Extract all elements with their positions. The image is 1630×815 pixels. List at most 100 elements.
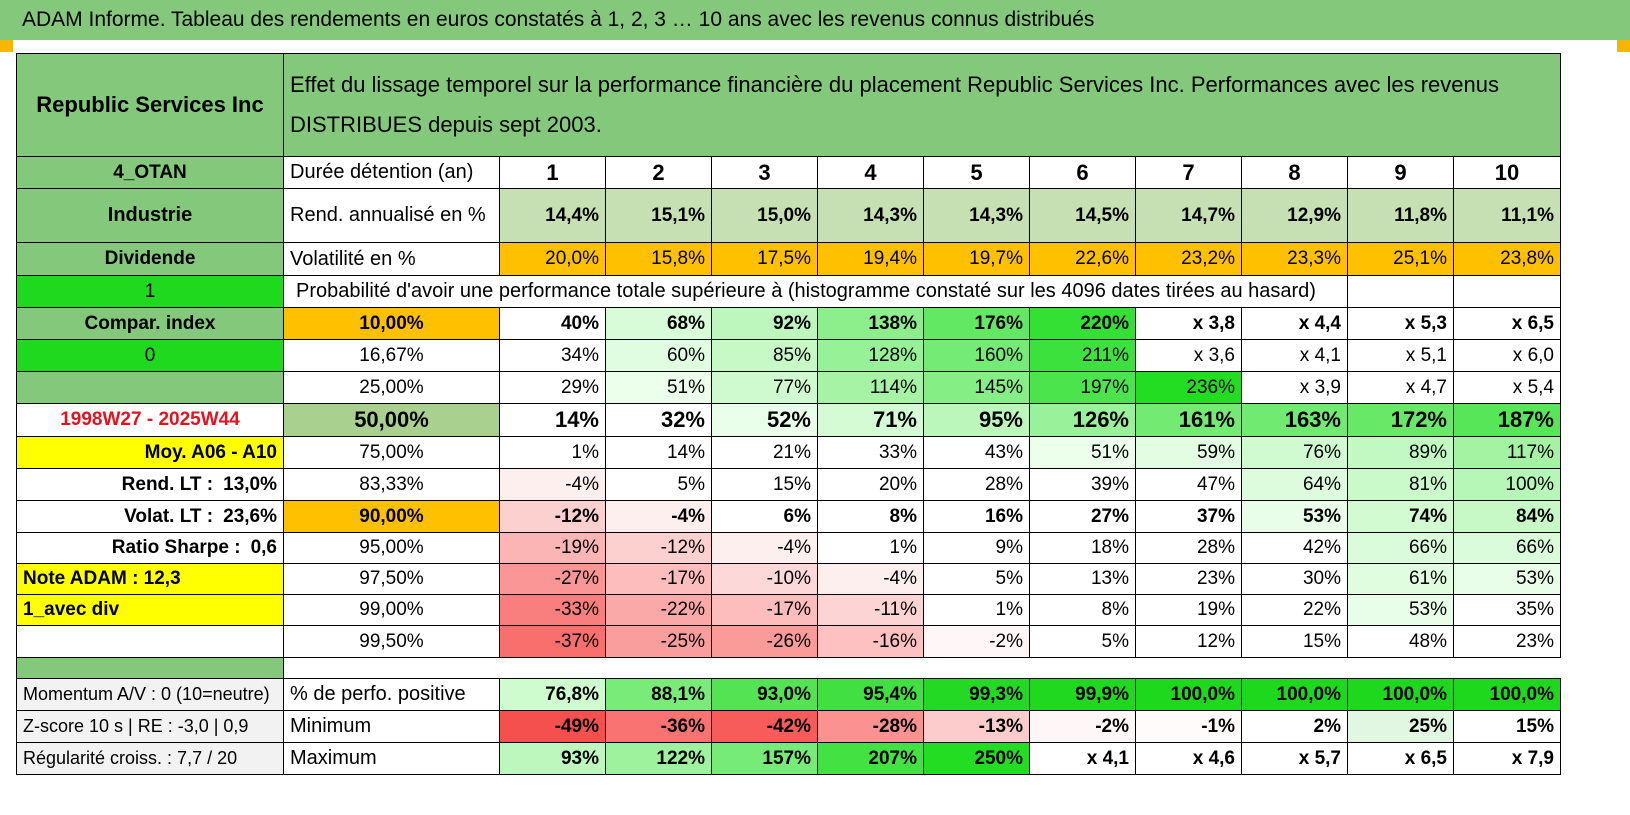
- year-header: 6: [1029, 156, 1136, 189]
- summary-cell: -1%: [1135, 710, 1242, 743]
- performance-cell: -17%: [711, 594, 818, 626]
- performance-cell: 76%: [1241, 436, 1348, 469]
- empty-cell: [1347, 275, 1454, 308]
- year-header: 1: [499, 156, 606, 189]
- percentile-row: 1_avec div 99,00% -33% -22% -17% -11% 1% 8% 19% 2…: [16, 594, 1561, 626]
- percentile-row: 0 16,67% 34% 60% 85% 128% 160% 211% x 3,6 x 4,1 x …: [16, 339, 1561, 372]
- performance-cell: 23%: [1135, 563, 1242, 595]
- sharpe-ratio: Ratio Sharpe : 0,6: [16, 532, 284, 564]
- summary-left-label: Z-score 10 s | RE : -3,0 | 0,9: [16, 710, 284, 743]
- compar-index-label: Compar. index: [16, 307, 284, 340]
- percentile-value: 10,00%: [283, 307, 500, 340]
- percentile-row: Note ADAM : 12,3 97,50% -27% -17% -10% -4% 5% 1…: [16, 563, 1561, 595]
- summary-cell: -28%: [817, 710, 924, 743]
- performance-cell: 21%: [711, 436, 818, 469]
- summary-cell: 100,0%: [1241, 678, 1348, 711]
- performance-cell: x 4,7: [1347, 371, 1454, 404]
- performance-cell: 28%: [923, 468, 1030, 501]
- performance-cell: 23%: [1453, 625, 1561, 658]
- performance-cell: -37%: [499, 625, 606, 658]
- performance-cell: 13%: [1029, 563, 1136, 595]
- performance-cell: 100%: [1453, 468, 1561, 501]
- performance-cell: 30%: [1241, 563, 1348, 595]
- percentile-value: 25,00%: [283, 371, 500, 404]
- performance-cell: 48%: [1347, 625, 1454, 658]
- vol-cell: 25,1%: [1347, 242, 1454, 276]
- performance-cell: x 5,4: [1453, 371, 1561, 404]
- corner-marker-left: [0, 40, 13, 52]
- percentile-row: Moy. A06 - A10 75,00% 1% 14% 21% 33% 43% 51% 59%…: [16, 436, 1561, 469]
- probability-caption: Probabilité d'avoir une performance tota…: [283, 275, 1348, 308]
- year-header: 4: [817, 156, 924, 189]
- performance-cell: 66%: [1347, 532, 1454, 564]
- year-header: 2: [605, 156, 712, 189]
- performance-cell: 37%: [1135, 500, 1242, 533]
- summary-row: Momentum A/V : 0 (10=neutre)% de perfo. …: [16, 678, 1561, 711]
- year-header: 3: [711, 156, 818, 189]
- performance-cell: -12%: [605, 532, 712, 564]
- performance-cell: 66%: [1453, 532, 1561, 564]
- performance-cell: 187%: [1453, 403, 1561, 437]
- performance-cell: 34%: [499, 339, 606, 372]
- empty-cell: [16, 625, 284, 658]
- performance-cell: 33%: [817, 436, 924, 469]
- summary-cell: 93,0%: [711, 678, 818, 711]
- performance-cell: 128%: [817, 339, 924, 372]
- rend-cell: 15,1%: [605, 188, 712, 243]
- performance-cell: 32%: [605, 403, 712, 437]
- volat-lt: Volat. LT : 23,6%: [16, 500, 284, 533]
- performance-cell: 6%: [711, 500, 818, 533]
- vol-label: Volatilité en %: [283, 242, 500, 276]
- summary-cell: -49%: [499, 710, 606, 743]
- percentile-row: 25,00% 29% 51% 77% 114% 145% 197% 236% x 3,9 x 4,…: [16, 371, 1561, 404]
- performance-cell: 176%: [923, 307, 1030, 340]
- performance-cell: 28%: [1135, 532, 1242, 564]
- performance-cell: 114%: [817, 371, 924, 404]
- performance-cell: x 3,9: [1241, 371, 1348, 404]
- performance-cell: -10%: [711, 563, 818, 595]
- performance-cell: 8%: [817, 500, 924, 533]
- summary-cell: 93%: [499, 742, 606, 775]
- rend-cell: 14,7%: [1135, 188, 1242, 243]
- performance-cell: 61%: [1347, 563, 1454, 595]
- summary-cell: 157%: [711, 742, 818, 775]
- performance-cell: 53%: [1241, 500, 1348, 533]
- year-header: 7: [1135, 156, 1242, 189]
- performance-cell: 14%: [499, 403, 606, 437]
- performance-cell: 68%: [605, 307, 712, 340]
- summary-cell: 207%: [817, 742, 924, 775]
- performance-cell: x 6,0: [1453, 339, 1561, 372]
- performance-cell: -4%: [605, 500, 712, 533]
- mode-label: 1_avec div: [16, 594, 284, 626]
- summary-label: % de perfo. positive: [283, 678, 500, 711]
- category-label: 4_OTAN: [16, 156, 284, 189]
- performance-cell: 64%: [1241, 468, 1348, 501]
- performance-cell: 39%: [1029, 468, 1136, 501]
- performance-cell: -33%: [499, 594, 606, 626]
- percentile-value: 99,00%: [283, 594, 500, 626]
- rend-label: Rend. annualisé en %: [283, 188, 500, 243]
- year-header: 9: [1347, 156, 1454, 189]
- performance-cell: -17%: [605, 563, 712, 595]
- performance-cell: x 4,4: [1241, 307, 1348, 340]
- performance-cell: 95%: [923, 403, 1030, 437]
- dividend-label: Dividende: [16, 242, 284, 276]
- performance-cell: 12%: [1135, 625, 1242, 658]
- summary-cell: 99,3%: [923, 678, 1030, 711]
- performance-cell: 19%: [1135, 594, 1242, 626]
- percentile-value: 90,00%: [283, 500, 500, 533]
- performance-cell: 211%: [1029, 339, 1136, 372]
- performance-cell: x 3,6: [1135, 339, 1242, 372]
- spacer-row: [16, 657, 1561, 679]
- summary-cell: x 4,1: [1029, 742, 1136, 775]
- performance-cell: -4%: [817, 563, 924, 595]
- performance-cell: 22%: [1241, 594, 1348, 626]
- performance-cell: 236%: [1135, 371, 1242, 404]
- rend-lt-label: Rend. LT :: [121, 473, 214, 495]
- empty-green-cell: [16, 371, 284, 404]
- performance-cell: 85%: [711, 339, 818, 372]
- rend-cell: 15,0%: [711, 188, 818, 243]
- summary-cell: x 4,6: [1135, 742, 1242, 775]
- performance-cell: -25%: [605, 625, 712, 658]
- performance-cell: 89%: [1347, 436, 1454, 469]
